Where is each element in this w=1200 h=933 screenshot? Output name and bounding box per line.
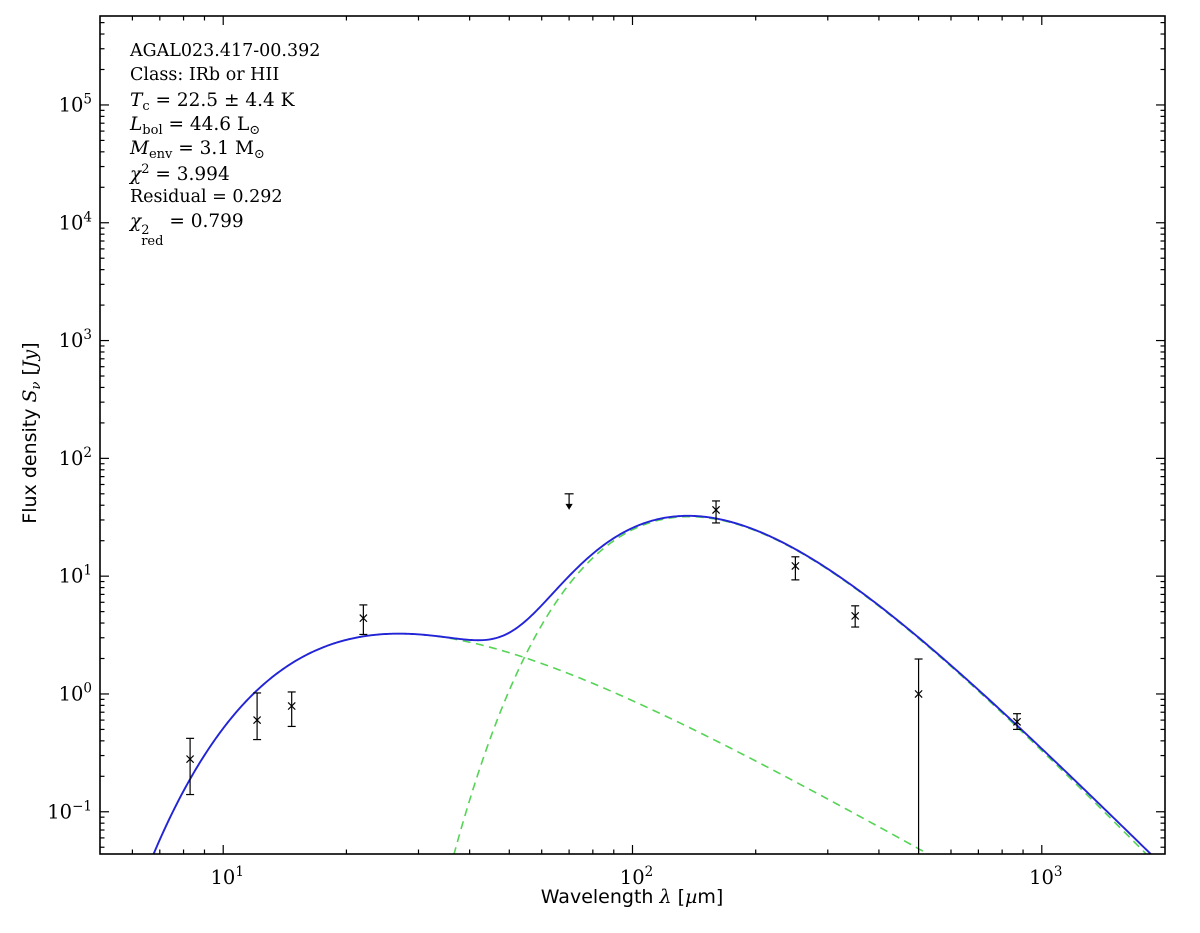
axis-ticks bbox=[100, 16, 1165, 854]
data-point bbox=[914, 658, 923, 853]
text-segment: = 3.994 bbox=[149, 164, 230, 186]
model-total-curve bbox=[152, 514, 1153, 854]
tick-label: 102 bbox=[620, 864, 653, 889]
annotation-line-8: χ 2 red = 0.799 bbox=[130, 211, 320, 247]
tick-label: 104 bbox=[59, 209, 92, 234]
data-point bbox=[791, 556, 800, 581]
annotation-line-7: Residual = 0.292 bbox=[130, 187, 320, 211]
text-segment: L bbox=[130, 113, 143, 135]
text-segment: Residual = 0.292 bbox=[130, 186, 283, 207]
text-segment: ⊙ bbox=[253, 147, 265, 163]
text-segment: [ bbox=[671, 886, 685, 908]
text-segment: = 44.6 L bbox=[162, 113, 250, 135]
data-point bbox=[1013, 713, 1022, 731]
text-segment: c bbox=[142, 98, 150, 114]
text-segment: Flux density bbox=[19, 402, 41, 524]
data-point bbox=[712, 500, 721, 524]
tick-label: 103 bbox=[59, 327, 92, 352]
text-segment: = 0.799 bbox=[163, 211, 244, 233]
text-segment: ] bbox=[19, 342, 41, 350]
text-segment: T bbox=[130, 89, 143, 111]
fit-parameters-annotation: AGAL023.417-00.392 Class: IRb or HII Tc = … bbox=[130, 41, 320, 247]
annotation-line-1: AGAL023.417-00.392 bbox=[130, 41, 320, 65]
y-axis-title: Flux density Sν [Jy] bbox=[19, 313, 44, 553]
annotation-line-5: Menv = 3.1 M⊙ bbox=[130, 138, 320, 162]
tick-label: 105 bbox=[59, 91, 92, 116]
text-segment: AGAL023.417-00.392 bbox=[130, 41, 321, 61]
text-segment: = 3.1 M bbox=[172, 138, 254, 160]
data-point bbox=[253, 692, 262, 741]
text-segment: µ bbox=[684, 886, 698, 908]
tick-label: 103 bbox=[1029, 864, 1062, 889]
curves-layer bbox=[152, 514, 1153, 854]
annotation-line-6: χ2 = 3.994 bbox=[130, 162, 320, 186]
text-segment: m] bbox=[697, 886, 724, 908]
text-segment: 2 bbox=[141, 162, 150, 178]
text-segment: M bbox=[130, 138, 149, 160]
annotation-line-3: Tc = 22.5 ± 4.4 K bbox=[130, 90, 320, 114]
text-segment: ⊙ bbox=[249, 122, 261, 138]
text-segment: Class: IRb or HII bbox=[130, 65, 280, 86]
warm-component-curve bbox=[152, 632, 930, 854]
tick-label: 101 bbox=[210, 864, 243, 889]
tick-label: 100 bbox=[59, 680, 92, 705]
text-segment: Jy bbox=[19, 349, 41, 369]
text-segment: env bbox=[148, 147, 173, 163]
text-segment: χ bbox=[130, 211, 142, 233]
tick-label: 10−1 bbox=[47, 798, 92, 823]
text-segment: ν bbox=[29, 381, 44, 390]
annotation-line-4: Lbol = 44.6 L⊙ bbox=[130, 114, 320, 138]
upper-limit-marker bbox=[564, 493, 574, 510]
data-point bbox=[287, 691, 296, 728]
stacked-sup-sub: 2 red bbox=[141, 223, 164, 249]
data-points-layer bbox=[186, 493, 1022, 853]
text-segment: [ bbox=[19, 368, 41, 382]
text-segment: bol bbox=[142, 122, 163, 138]
text-segment: Wavelength bbox=[540, 886, 660, 908]
text-segment: χ bbox=[130, 164, 142, 186]
text-segment: = 22.5 ± 4.4 K bbox=[149, 89, 295, 111]
data-point bbox=[851, 605, 860, 628]
text-segment: S bbox=[19, 389, 41, 403]
data-point bbox=[359, 604, 368, 636]
text-segment: λ bbox=[659, 886, 672, 908]
tick-label: 102 bbox=[59, 445, 92, 470]
annotation-line-2: Class: IRb or HII bbox=[130, 65, 320, 89]
data-point bbox=[186, 737, 195, 796]
tick-label: 101 bbox=[59, 563, 92, 588]
x-axis-title: Wavelength λ [µm] bbox=[432, 886, 832, 908]
